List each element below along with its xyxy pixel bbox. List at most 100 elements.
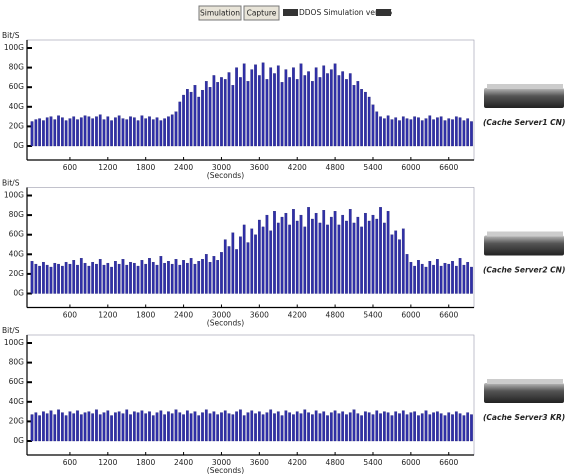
bar <box>417 260 419 293</box>
bar <box>152 120 154 146</box>
server-image <box>484 236 564 256</box>
x-tick-label: 4800 <box>326 458 345 467</box>
bar <box>137 266 139 293</box>
bar <box>160 256 162 293</box>
bar <box>84 263 86 293</box>
bar <box>277 223 279 294</box>
bar <box>216 260 218 293</box>
bar <box>235 68 237 146</box>
bar <box>46 118 48 146</box>
bar <box>213 75 215 146</box>
bar <box>391 235 393 294</box>
bar <box>402 411 404 441</box>
x-tick-label: 4800 <box>326 163 345 172</box>
y-axis-label: Bit/S <box>2 31 20 40</box>
bar <box>209 414 211 441</box>
bar <box>281 82 283 146</box>
bar <box>50 117 52 146</box>
page: Simulation Capture DDOS Simulation ver 1… <box>0 0 584 474</box>
bar <box>436 118 438 146</box>
bar <box>345 221 347 294</box>
bar <box>50 411 52 441</box>
bar <box>326 225 328 294</box>
bar <box>288 225 290 294</box>
bar <box>436 259 438 293</box>
x-tick-label: 6000 <box>401 163 420 172</box>
y-tick-label: 100G <box>4 338 24 347</box>
bar <box>65 416 67 441</box>
bar <box>144 264 146 293</box>
icon <box>376 9 391 16</box>
x-tick-label: 6600 <box>439 458 458 467</box>
bar <box>436 412 438 441</box>
bar <box>220 413 222 441</box>
bar <box>35 264 37 293</box>
y-tick-label: 20G <box>9 416 25 425</box>
bar <box>186 411 188 441</box>
bar <box>440 414 442 441</box>
bar <box>99 259 101 293</box>
server-image <box>487 84 563 89</box>
bar <box>360 227 362 294</box>
bar <box>444 121 446 146</box>
bar <box>232 233 234 294</box>
bar <box>194 85 196 146</box>
bar <box>38 266 40 293</box>
button-label[interactable]: Capture <box>247 9 277 18</box>
bar <box>440 117 442 146</box>
y-tick-label: 60G <box>9 377 25 386</box>
bar <box>122 119 124 146</box>
bar <box>296 79 298 146</box>
bar <box>171 264 173 293</box>
bar <box>425 411 427 441</box>
bar <box>379 117 381 146</box>
bar <box>368 97 370 146</box>
bar <box>103 265 105 293</box>
x-tick-label: 6600 <box>439 163 458 172</box>
bar <box>444 416 446 441</box>
bar <box>429 116 431 146</box>
bar <box>376 112 378 146</box>
bar <box>179 265 181 293</box>
bar <box>80 415 82 441</box>
bar <box>54 415 56 441</box>
bar <box>266 79 268 146</box>
x-tick-label: 5400 <box>363 163 382 172</box>
bar <box>73 414 75 441</box>
bar <box>429 415 431 441</box>
bar <box>364 213 366 293</box>
bar <box>232 415 234 441</box>
bar <box>137 413 139 441</box>
bar <box>311 415 313 441</box>
bar <box>319 414 321 441</box>
bar <box>262 415 264 441</box>
bar <box>65 121 67 146</box>
x-tick-label: 2400 <box>174 163 193 172</box>
bar <box>198 97 200 146</box>
y-tick-label: 100G <box>4 43 24 52</box>
bar <box>292 68 294 146</box>
bar <box>57 116 59 146</box>
bar <box>175 259 177 293</box>
x-axis-label: (Seconds) <box>207 319 244 328</box>
bar <box>194 264 196 293</box>
bar <box>31 415 33 441</box>
bar <box>152 262 154 293</box>
bar <box>69 412 71 441</box>
bar <box>167 117 169 146</box>
toolbar: Simulation Capture DDOS Simulation ver 1… <box>199 6 393 20</box>
bar <box>455 117 457 146</box>
bar <box>118 116 120 146</box>
bar <box>387 211 389 293</box>
bar <box>156 413 158 441</box>
bar <box>171 414 173 441</box>
bar <box>440 266 442 293</box>
bar <box>463 416 465 441</box>
bar <box>179 102 181 146</box>
bar <box>330 413 332 441</box>
button-label[interactable]: Simulation <box>200 9 240 18</box>
bar <box>160 121 162 146</box>
bar <box>376 219 378 293</box>
bar <box>54 263 56 293</box>
icon <box>283 9 298 16</box>
